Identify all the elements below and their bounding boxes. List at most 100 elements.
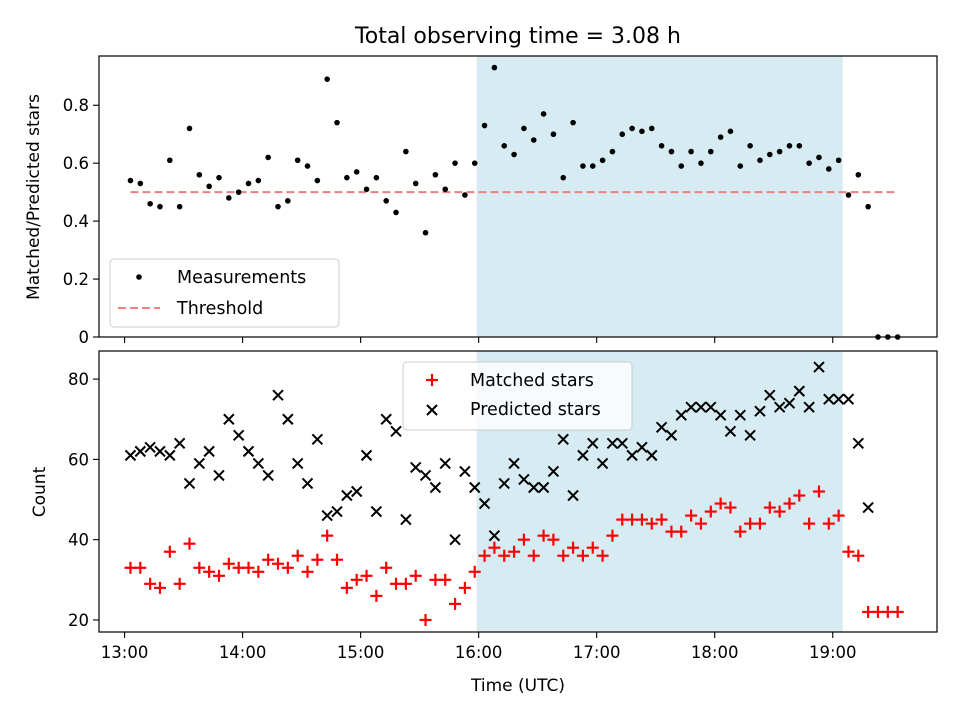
- measurement-point: [530, 137, 537, 143]
- predicted-stars-point: [636, 441, 648, 454]
- predicted-stars-point: [823, 393, 835, 405]
- matched-stars-point: [498, 549, 511, 562]
- predicted-stars-point: [567, 489, 579, 502]
- matched-stars-point: [586, 541, 599, 554]
- matched-stars-point: [675, 525, 688, 538]
- predicted-stars-point: [842, 393, 855, 405]
- measurement-point: [157, 203, 163, 210]
- matched-stars-point: [645, 517, 658, 530]
- ratio-legend-box: [109, 258, 340, 328]
- measurement-point: [698, 160, 704, 166]
- predicted-stars-point: [714, 409, 727, 421]
- predicted-stars-point: [124, 449, 137, 462]
- predicted-stars-point: [350, 485, 363, 498]
- matched-stars-point: [547, 533, 560, 546]
- predicted-stars-point: [528, 481, 540, 494]
- measurement-point: [452, 160, 458, 166]
- x-tick-label: 16:00: [455, 643, 503, 662]
- matched-stars-point: [242, 561, 255, 574]
- predicted-stars-point: [695, 401, 707, 413]
- x-tick-label: 19:00: [809, 643, 857, 662]
- predicted-stars-point: [705, 401, 717, 413]
- ratio-x-ticks: [124, 337, 834, 343]
- x-axis-label: Time (UTC): [470, 676, 565, 696]
- predicted-stars-point: [655, 421, 668, 433]
- predicted-stars-point: [469, 481, 481, 494]
- ratio-y-tick-label: 0.8: [63, 96, 89, 115]
- matched-stars-point: [360, 569, 373, 582]
- measurement-point: [206, 183, 212, 190]
- predicted-stars-point: [547, 465, 560, 478]
- x-tick-label: 17:00: [573, 643, 621, 662]
- predicted-stars-point: [852, 437, 865, 450]
- matched-stars-point: [527, 549, 540, 562]
- matched-stars-point: [399, 577, 412, 590]
- count-y-tick-label: 20: [68, 611, 89, 630]
- predicted-stars-point: [508, 457, 520, 470]
- matched-stars-point: [793, 489, 806, 502]
- predicted-stars-point: [459, 465, 471, 478]
- measurement-point: [501, 143, 508, 149]
- measurement-point: [865, 203, 871, 210]
- measurement-point: [314, 177, 321, 184]
- predicted-stars-point: [665, 429, 678, 442]
- measurement-point: [432, 171, 439, 178]
- matched-stars-point: [419, 613, 432, 626]
- matched-stars-point: [517, 533, 530, 546]
- measurement-point: [766, 151, 773, 158]
- predicted-stars-point: [232, 429, 245, 442]
- matched-stars-point: [596, 549, 609, 562]
- measurement-point: [216, 174, 222, 181]
- predicted-stars-point: [744, 429, 756, 442]
- measurement-point: [826, 166, 832, 172]
- measurement-point: [776, 148, 783, 155]
- matched-stars-point: [714, 497, 727, 510]
- predicted-stars-point: [242, 445, 255, 458]
- predicted-stars-point: [449, 533, 461, 546]
- predicted-stars-point: [537, 481, 550, 494]
- ratio-y-tick-label: 0: [79, 328, 90, 347]
- matched-stars-point: [832, 509, 845, 522]
- predicted-stars-point: [587, 437, 599, 450]
- predicted-stars-point: [734, 409, 746, 421]
- legend-measurements-label: Measurements: [177, 268, 306, 288]
- matched-stars-point: [458, 581, 471, 594]
- measurement-point: [678, 163, 685, 169]
- measurement-point: [550, 131, 557, 138]
- measurement-point: [137, 180, 144, 187]
- predicted-stars-point: [724, 425, 737, 437]
- predicted-stars-point: [754, 405, 766, 417]
- matched-stars-point: [635, 513, 648, 526]
- measurement-point: [235, 189, 242, 195]
- measurement-point: [442, 186, 449, 193]
- matched-stars-point: [488, 541, 501, 554]
- measurement-point: [294, 157, 301, 164]
- ratio-legend: Measurements Threshold: [109, 258, 340, 328]
- measurement-point: [196, 171, 203, 178]
- matched-stars-point: [203, 565, 216, 578]
- measurement-point: [403, 148, 409, 155]
- measurement-point: [511, 151, 517, 158]
- measurement-point: [855, 171, 862, 178]
- matched-stars-point: [783, 497, 796, 510]
- predicted-stars-point: [291, 457, 304, 470]
- matched-stars-point: [370, 589, 383, 602]
- measurement-point: [668, 148, 675, 155]
- count-legend-box: [402, 361, 633, 431]
- matched-stars-point: [331, 553, 344, 566]
- matched-stars-point: [272, 557, 285, 570]
- matched-stars-point: [852, 549, 865, 562]
- measurement-point: [265, 154, 271, 161]
- measurement-point: [353, 169, 360, 175]
- matched-stars-point: [734, 525, 747, 538]
- legend-measurements-marker: [136, 274, 142, 280]
- measurement-point: [609, 148, 616, 155]
- measurement-point: [167, 157, 173, 164]
- measurement-point: [412, 180, 419, 187]
- measurement-point: [186, 125, 193, 132]
- predicted-stars-point: [173, 437, 186, 450]
- count-y-axis-label: Count: [30, 466, 50, 517]
- measurement-point: [658, 143, 665, 149]
- legend-matched-label: Matched stars: [470, 371, 594, 391]
- ratio-y-tick-label: 0.6: [63, 154, 89, 173]
